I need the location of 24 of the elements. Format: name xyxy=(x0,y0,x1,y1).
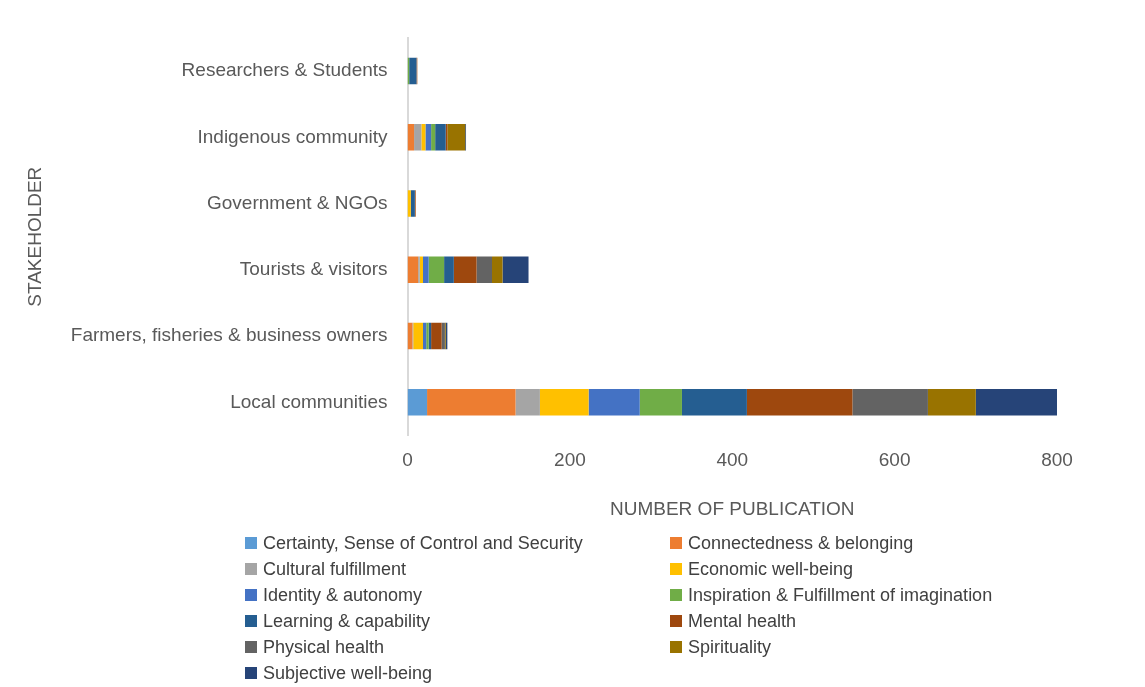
legend-label: Spirituality xyxy=(688,636,772,658)
y-tick-label: Tourists & visitors xyxy=(239,258,388,280)
y-tick-label: Farmers, fisheries & business owners xyxy=(70,324,388,346)
x-tick-label: 200 xyxy=(554,449,586,471)
legend-label: Inspiration & Fulfillment of imagination xyxy=(688,584,993,606)
x-tick-label: 800 xyxy=(1041,449,1073,471)
x-tick-label: 0 xyxy=(402,449,413,471)
legend-label: Connectedness & belonging xyxy=(688,532,914,554)
legend-label: Physical health xyxy=(263,636,385,658)
legend-label: Economic well-being xyxy=(688,558,854,580)
y-tick-label: Government & NGOs xyxy=(207,191,388,213)
legend-label: Subjective well-being xyxy=(263,662,433,684)
x-tick-label: 400 xyxy=(716,449,749,471)
y-axis-title: STAKEHOLDER xyxy=(23,166,45,307)
legend-label: Identity & autonomy xyxy=(263,584,423,606)
y-tick-label: Local communities xyxy=(230,390,388,412)
x-tick-label: 600 xyxy=(878,449,911,471)
y-tick-label: Researchers & Students xyxy=(181,59,388,81)
legend-label: Mental health xyxy=(688,610,797,632)
x-axis-title: NUMBER OF PUBLICATION xyxy=(610,497,855,519)
y-tick-label: Indigenous community xyxy=(197,125,389,147)
legend-label: Cultural fulfillment xyxy=(263,558,407,580)
legend-label: Certainty, Sense of Control and Security xyxy=(263,532,583,554)
legend-label: Learning & capability xyxy=(263,610,431,632)
